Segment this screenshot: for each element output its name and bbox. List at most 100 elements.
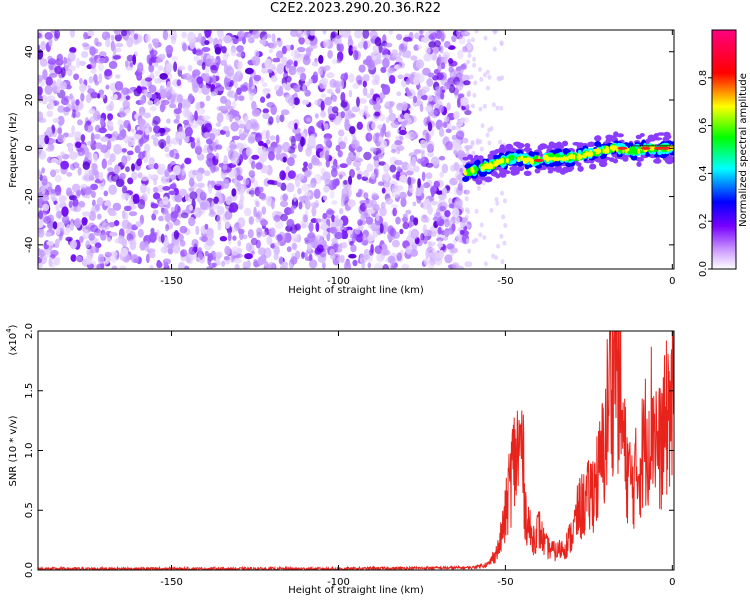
snr-y-tick-label: 1.5: [24, 383, 35, 399]
heatmap-cell: [290, 30, 299, 37]
heatmap-cell: [150, 203, 159, 209]
heatmap-cell: [188, 216, 196, 227]
heatmap-cell: [306, 81, 310, 87]
heatmap-cell: [58, 53, 63, 64]
heatmap-cell: [49, 132, 54, 137]
heatmap-cell: [95, 142, 102, 150]
heatmap-cell: [159, 127, 166, 134]
heatmap-cell: [333, 247, 343, 253]
heatmap-cell: [350, 244, 357, 253]
heatmap-cell: [60, 67, 66, 78]
heatmap-cell: [210, 164, 216, 174]
heatmap-cell: [80, 134, 86, 142]
heatmap-cell: [396, 166, 402, 172]
heatmap-cell: [169, 149, 175, 158]
heatmap-cell: [78, 201, 86, 208]
heatmap-cell: [195, 101, 201, 112]
heatmap-cell: [349, 168, 355, 178]
heatmap-signal-cell: [576, 162, 582, 167]
heatmap-cell: [41, 186, 46, 195]
heatmap-cell: [218, 38, 223, 47]
heatmap-cell: [405, 78, 411, 85]
heatmap-cell: [246, 259, 251, 269]
heatmap-cell: [396, 91, 402, 97]
heatmap-cell: [166, 118, 171, 124]
heatmap-cell: [209, 209, 215, 216]
heatmap-cell: [255, 239, 261, 249]
heatmap-signal-cell: [475, 179, 483, 185]
heatmap-cell: [221, 46, 227, 54]
heatmap-cell: [107, 159, 113, 166]
heatmap-cell: [167, 247, 174, 255]
heatmap-cell: [75, 141, 82, 149]
heatmap-cell: [244, 207, 252, 217]
heatmap-cell: [296, 46, 306, 53]
heatmap-cell: [95, 41, 103, 47]
heatmap-cell: [465, 189, 470, 195]
heatmap-cell: [177, 102, 183, 111]
heatmap-cell: [196, 76, 203, 85]
heatmap-cell: [348, 45, 354, 56]
heatmap-cell: [41, 167, 45, 174]
heatmap-cell: [121, 219, 130, 230]
heatmap-cell: [158, 200, 167, 207]
heatmap-cell: [68, 200, 73, 208]
heatmap-cell: [282, 193, 288, 202]
heatmap-cell: [499, 41, 504, 47]
heatmap-cell: [160, 89, 167, 99]
heatmap-cell: [172, 164, 181, 176]
heatmap-cell: [399, 228, 404, 235]
heatmap-cell: [334, 231, 343, 240]
heatmap-cell: [297, 187, 302, 195]
heatmap-signal-cell: [577, 155, 582, 160]
heatmap-cell: [427, 72, 435, 78]
heatmap-cell: [425, 140, 435, 152]
heatmap-cell: [204, 223, 209, 230]
heatmap-cell: [294, 49, 300, 55]
heatmap-cell: [122, 99, 130, 109]
heatmap-signal-cell: [573, 154, 576, 160]
heatmap-cell: [380, 246, 389, 256]
heatmap-signal-cell: [497, 149, 506, 154]
heatmap-cell: [196, 139, 201, 148]
heatmap-cell: [77, 147, 85, 157]
heatmap-cell: [280, 182, 287, 191]
heatmap-cell: [264, 261, 269, 269]
heatmap-cell: [216, 214, 222, 225]
heatmap-cell: [135, 130, 144, 136]
heatmap-signal-cell: [500, 157, 504, 164]
heatmap-cell: [454, 200, 463, 206]
heatmap-cell: [100, 232, 107, 241]
heatmap-cell: [38, 262, 43, 269]
heatmap-cell: [173, 230, 179, 240]
heatmap-cell: [427, 94, 433, 102]
heatmap-cell: [110, 40, 115, 52]
heatmap-cell: [406, 89, 411, 95]
heatmap-cell: [499, 233, 504, 239]
heatmap-cell: [455, 233, 461, 243]
heatmap-cell: [405, 248, 413, 254]
snr-x-tick-label: -100: [327, 577, 350, 588]
heatmap-cell: [156, 184, 165, 193]
heatmap-cell: [472, 56, 477, 62]
heatmap-cell: [250, 187, 255, 198]
heatmap-cell: [290, 135, 296, 147]
heatmap-cell: [388, 74, 396, 84]
heatmap-cell: [136, 85, 142, 94]
heatmap-cell: [127, 136, 137, 142]
heatmap-peak-cell: [660, 146, 671, 150]
heatmap-cell: [464, 196, 469, 202]
heatmap-cell: [281, 261, 289, 267]
heatmap-cell: [362, 240, 369, 246]
heatmap-cell: [160, 208, 169, 215]
heatmap-cell: [237, 61, 243, 69]
heatmap-signal-cell: [528, 157, 532, 162]
heatmap-cell: [365, 216, 374, 225]
heatmap-cell: [453, 111, 460, 120]
heatmap-cell: [110, 173, 120, 182]
heatmap-cell: [265, 129, 270, 140]
heatmap-cell: [332, 178, 338, 190]
heatmap-cell: [237, 240, 242, 247]
heatmap-cell: [413, 165, 420, 173]
heatmap-signal-cell: [598, 160, 608, 168]
